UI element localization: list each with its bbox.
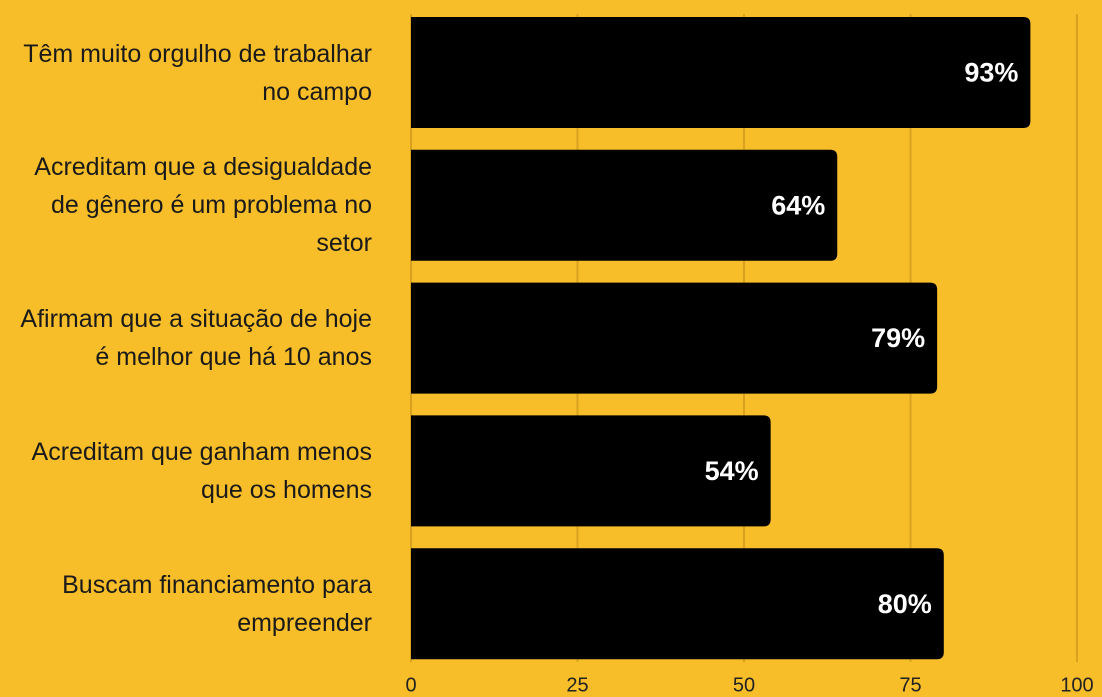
x-tick-label: 50 — [733, 674, 755, 696]
bar — [411, 282, 938, 394]
value-label: 79% — [871, 323, 925, 353]
category-label: Afirmam que a situação de hoje é melhor … — [20, 305, 372, 372]
x-tick-label: 25 — [566, 674, 588, 696]
category-label: Buscam financiamento para empreender — [62, 570, 372, 637]
bar — [411, 548, 944, 660]
x-tick-label: 0 — [405, 674, 416, 696]
bar — [411, 17, 1031, 128]
category-label: Acreditam que a desigualdade de gênero é… — [34, 153, 372, 258]
x-tick-label: 100 — [1060, 674, 1093, 696]
value-label: 64% — [771, 190, 825, 220]
value-label: 93% — [964, 58, 1018, 88]
category-label: Têm muito orgulho de trabalhar no campo — [23, 39, 372, 106]
category-label: Acreditam que ganham menos que os homens — [31, 437, 372, 504]
x-tick-label: 75 — [899, 674, 921, 696]
value-label: 80% — [878, 589, 932, 619]
bar — [411, 415, 771, 527]
value-label: 54% — [705, 456, 759, 486]
bar — [411, 149, 838, 261]
